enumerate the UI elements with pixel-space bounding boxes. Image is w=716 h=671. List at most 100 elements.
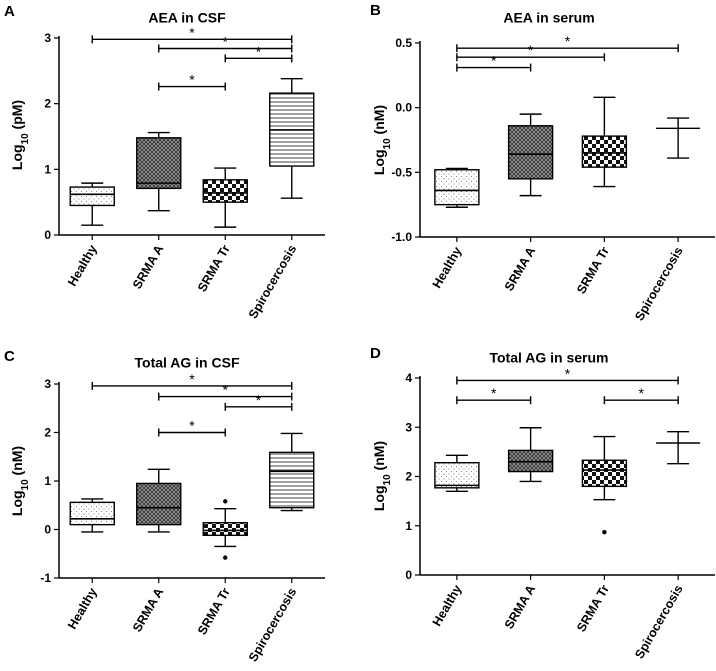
significance-star: * (189, 72, 195, 88)
x-tick-label: Healthy (65, 242, 100, 288)
panel-b: B AEA in serum Log10 (nM) -1.0 -0.5 0.0 0.5 Hea… (370, 2, 715, 323)
box-srma-tr (202, 167, 248, 228)
y-tick-label: 2 (44, 97, 51, 111)
y-axis-label: Log10 (nM) (371, 105, 393, 175)
significance-bracket: * (456, 365, 679, 385)
y-tick-label: 0.0 (395, 101, 412, 115)
box-iqr (269, 451, 315, 509)
x-tick-label: SRMA Tr (574, 582, 612, 634)
significance-star: * (491, 53, 497, 69)
panel-letter: D (370, 345, 381, 362)
x-tick-label: SRMA A (502, 583, 538, 632)
y-tick-label: 4 (405, 371, 412, 385)
panel-letter: B (370, 2, 381, 19)
box-spirocercosis (656, 430, 701, 465)
y-tick-label: 1 (44, 474, 51, 488)
chart-title: AEA in serum (503, 9, 594, 25)
panel-letter: A (4, 3, 15, 20)
y-tick-label: 0 (44, 523, 51, 537)
box-healthy (69, 182, 115, 226)
x-tick-label: SRMA Tr (574, 244, 612, 296)
x-tick-label: SRMA Tr (195, 585, 233, 637)
y-tick-label: -1 (40, 571, 51, 585)
significance-star: * (223, 34, 229, 50)
significance-bracket: * (224, 43, 293, 63)
significance-star: * (256, 43, 262, 59)
x-tick-label: SRMA Tr (195, 242, 233, 294)
box-iqr (202, 522, 248, 537)
y-tick-label: 3 (405, 420, 412, 434)
significance-bracket: * (456, 385, 532, 405)
x-tick-label: SRMA A (130, 586, 166, 635)
box-srma-a (507, 427, 554, 483)
box-healthy (434, 454, 480, 492)
chart-title: AEA in CSF (148, 9, 226, 25)
x-tick-label: Spirocercosis (246, 242, 299, 321)
x-tick-label: Spirocercosis (632, 582, 685, 661)
y-tick-label: 0 (405, 568, 412, 582)
significance-bracket: * (603, 385, 679, 405)
y-tick-label: 2 (44, 426, 51, 440)
y-tick-label: -1.0 (391, 230, 412, 244)
y-axis-label: Log10 (nM) (9, 446, 31, 516)
y-tick-label: 1 (44, 162, 51, 176)
significance-star: * (223, 382, 229, 398)
x-tick-label: Healthy (430, 244, 465, 290)
y-axis-label: Log10 (pM) (9, 100, 31, 170)
x-tick-label: Healthy (65, 585, 100, 631)
significance-star: * (189, 371, 195, 387)
y-tick-label: 0.5 (395, 36, 412, 50)
box-iqr (202, 179, 248, 203)
significance-bracket: * (456, 53, 532, 72)
box-iqr (69, 501, 115, 526)
box-spirocercosis (656, 117, 701, 159)
y-tick-label: 1 (405, 519, 412, 533)
box-iqr (434, 169, 480, 206)
y-tick-label: -0.5 (391, 165, 412, 179)
y-tick-label: 3 (44, 377, 51, 391)
box-iqr (136, 482, 182, 526)
significance-star: * (189, 24, 195, 40)
box-iqr (69, 186, 115, 207)
x-tick-label: SRMA A (502, 245, 538, 294)
significance-bracket: * (91, 371, 293, 390)
box-spirocercosis (269, 78, 315, 199)
box-iqr (581, 459, 628, 488)
panel-letter: C (4, 348, 15, 365)
box-healthy (69, 498, 115, 533)
chart-title: Total AG in serum (489, 349, 608, 365)
significance-star: * (528, 42, 534, 58)
significance-bracket: * (158, 418, 226, 437)
x-tick-label: Healthy (430, 582, 465, 628)
box-iqr (434, 462, 480, 489)
panel-a: A AEA in CSF Log10 (pM) 0 1 2 3 Healthy SRMA A SR… (4, 3, 325, 321)
box-iqr (581, 135, 628, 168)
x-tick-label: Spirocercosis (246, 585, 299, 664)
outlier-point (223, 555, 228, 560)
box-srma-tr (202, 499, 248, 560)
outlier-point (223, 499, 228, 504)
box-iqr (507, 125, 554, 180)
significance-bracket: * (158, 72, 226, 91)
significance-bracket: * (158, 382, 293, 401)
significance-bracket: * (91, 24, 293, 44)
significance-star: * (639, 385, 645, 401)
significance-bracket: * (158, 34, 293, 53)
box-srma-tr (581, 96, 628, 188)
panel-d: D Total AG in serum Log10 (nM) 0 1 2 3 4 Healthy… (370, 345, 715, 661)
significance-bracket: * (456, 42, 606, 62)
y-tick-label: 3 (44, 31, 51, 45)
box-srma-a (136, 468, 182, 533)
box-srma-tr (581, 435, 628, 535)
box-spirocercosis (269, 432, 315, 512)
box-healthy (434, 167, 480, 208)
significance-star: * (491, 385, 497, 401)
significance-bracket: * (456, 33, 679, 53)
y-tick-label: 0 (44, 228, 51, 242)
panel-c: C Total AG in CSF Log10 (nM) -1 0 1 2 3 Healthy S… (4, 348, 325, 664)
y-axis-label: Log10 (nM) (371, 441, 393, 511)
y-tick-label: 2 (405, 470, 412, 484)
significance-star: * (565, 33, 571, 49)
significance-star: * (256, 392, 262, 408)
